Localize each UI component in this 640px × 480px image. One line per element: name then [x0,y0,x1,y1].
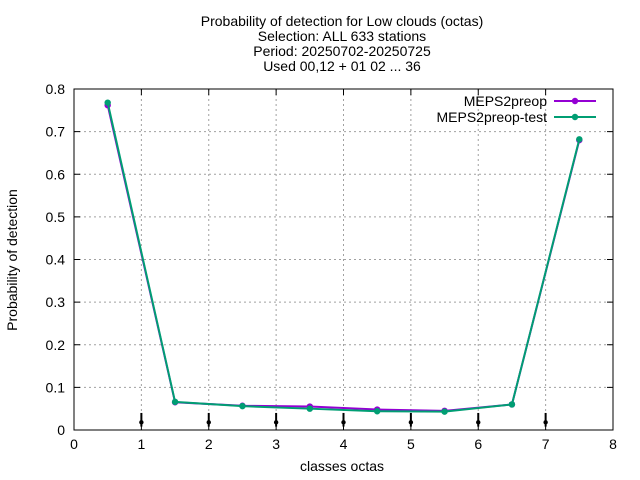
data-point [104,99,111,106]
legend-label: MEPS2preop [464,93,547,109]
x-tick-label: 7 [542,436,550,452]
y-axis-label: Probability of detection [4,189,20,331]
y-tick-label: 0.5 [46,209,66,225]
y-tick-label: 0.6 [46,166,66,182]
y-tick-label: 0.7 [46,124,66,140]
title-line-4: Used 00,12 + 01 02 ... 36 [263,58,421,74]
error-bar-center [408,420,414,425]
title-line-3: Period: 20250702-20250725 [253,43,431,59]
legend-swatch-point [571,113,579,121]
error-bar-center [273,420,279,425]
x-tick-label: 1 [137,436,145,452]
grid [74,89,613,430]
y-tick-label: 0.8 [46,81,66,97]
error-bar-center [341,420,346,425]
legend-label: MEPS2preop-test [437,109,548,125]
y-tick-label: 0.3 [46,294,66,310]
error-bar-center [139,420,144,425]
x-tick-label: 2 [205,436,213,452]
error-markers [139,412,548,427]
title-line-2: Selection: ALL 633 stations [258,28,426,44]
error-bar-center [543,420,548,425]
x-tick-label: 4 [340,436,348,452]
x-axis-label: classes octas [300,458,384,474]
data-point [373,408,381,415]
axis-ticks: 0 1 2 3 4 5 6 7 8 0 0.1 0.2 0.3 0.4 0.5 0.6 0.7 0.8 [46,81,618,452]
data-point [508,401,516,408]
error-bar-center [476,420,481,425]
error-bar-center [206,420,211,425]
data-point [239,402,246,410]
y-tick-label: 0 [57,422,65,438]
data-point [441,408,448,415]
x-tick-label: 5 [407,436,415,452]
x-tick-label: 3 [272,436,280,452]
x-tick-label: 0 [70,436,78,452]
data-point [576,136,583,143]
data-point [306,405,314,412]
series-line [106,102,581,413]
data-point [171,398,179,406]
y-tick-label: 0.4 [46,252,66,268]
y-tick-label: 0.1 [46,379,66,395]
series [104,99,583,415]
y-tick-label: 0.2 [46,337,66,353]
chart-title: Probability of detection for Low clouds … [201,13,483,74]
legend-swatch-point [571,97,579,105]
x-tick-label: 6 [474,436,482,452]
title-line-1: Probability of detection for Low clouds … [201,13,483,29]
x-tick-label: 8 [609,436,617,452]
